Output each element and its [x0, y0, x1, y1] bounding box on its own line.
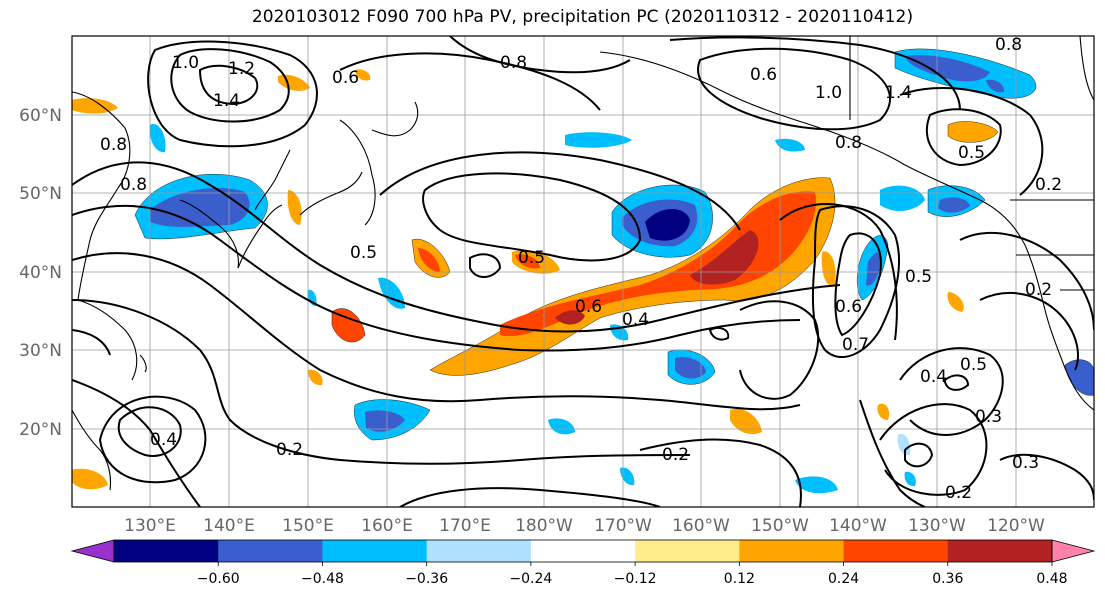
positive-anomaly-peak — [690, 230, 759, 285]
contour-label: 0.7 — [842, 335, 869, 355]
contour-label: 0.8 — [835, 133, 862, 153]
contour-label: 0.4 — [622, 310, 649, 330]
colorbar-tick-label: −0.12 — [614, 571, 657, 587]
contour-label: 0.3 — [975, 407, 1002, 427]
contour-label: 0.4 — [920, 367, 947, 387]
pv-contours — [72, 36, 1094, 507]
colorbar-segment — [843, 540, 949, 562]
colorbar-tick-label: 0.36 — [932, 571, 963, 587]
contour-label: 0.5 — [958, 143, 985, 163]
contour-labels: 1.0 1.2 1.4 0.6 0.8 0.5 0.6 0.4 0.5 0.2 … — [100, 35, 1062, 503]
colorbar: −0.60 −0.48 −0.36 −0.24 −0.12 0.12 0.24 0.36 0.4… — [70, 539, 1096, 587]
contour-label: 0.2 — [276, 440, 303, 460]
longitude-labels: 130°E 140°E 150°E 160°E 170°E 180°W 170°… — [124, 516, 1045, 536]
colorbar-segment — [114, 540, 219, 562]
contour-label: 0.2 — [1035, 175, 1062, 195]
lon-label: 160°E — [361, 516, 413, 536]
map-border — [71, 35, 1095, 508]
contour-label: 0.6 — [332, 68, 359, 88]
contour-label: 0.4 — [150, 430, 177, 450]
lat-label: 50°N — [19, 184, 62, 204]
lon-label: 150°W — [751, 516, 809, 536]
colorbar-extend-high — [1051, 539, 1096, 563]
colorbar-tick-label: 0.24 — [828, 571, 859, 587]
contour-label: 0.2 — [945, 483, 972, 503]
latitude-labels: 60°N 50°N 40°N 30°N 20°N — [19, 106, 62, 440]
lon-label: 180°W — [515, 516, 573, 536]
colorbar-segment — [635, 540, 740, 562]
contour-label: 0.8 — [500, 53, 527, 73]
colorbar-segment — [530, 540, 636, 562]
contour-label: 0.5 — [518, 248, 545, 268]
contour-label: 0.3 — [1012, 453, 1039, 473]
contour-label: 1.0 — [815, 83, 842, 103]
lat-label: 30°N — [19, 341, 62, 361]
colorbar-segment — [426, 540, 532, 562]
colorbar-segment — [947, 540, 1053, 562]
map-title: 2020103012 F090 700 hPa PV, precipitatio… — [251, 7, 914, 27]
contour-label: 1.4 — [213, 91, 240, 111]
contour-label: 1.0 — [172, 53, 199, 73]
contour-label: 0.5 — [960, 355, 987, 375]
precipitation-shading — [72, 48, 1094, 494]
contour-label: 0.8 — [995, 35, 1022, 55]
lat-label: 60°N — [19, 106, 62, 126]
colorbar-segment — [322, 540, 428, 562]
lon-label: 140°W — [829, 516, 887, 536]
colorbar-outline — [113, 539, 1053, 563]
lat-label: 20°N — [19, 420, 62, 440]
colorbar-tick-label: 0.12 — [724, 571, 755, 587]
colorbar-segment — [218, 540, 323, 562]
contour-label: 1.4 — [885, 83, 912, 103]
map-frame-bg — [72, 36, 1094, 507]
colorbar-tick-label: −0.48 — [301, 571, 344, 587]
contour-label: 1.2 — [228, 59, 255, 79]
contour-label: 0.6 — [575, 297, 602, 317]
lon-label: 150°E — [282, 516, 334, 536]
colorbar-tick-label: −0.24 — [509, 571, 552, 587]
colorbar-tick-label: −0.36 — [405, 571, 448, 587]
contour-label: 0.8 — [120, 175, 147, 195]
colorbar-tick-label: 0.48 — [1036, 571, 1067, 587]
contour-label: 0.5 — [905, 267, 932, 287]
lon-label: 140°E — [203, 516, 255, 536]
lat-label: 40°N — [19, 263, 62, 283]
colorbar-tick-label: −0.60 — [197, 571, 240, 587]
contour-label: 0.6 — [750, 65, 777, 85]
contour-label: 0.2 — [1025, 280, 1052, 300]
colorbar-extend-low — [70, 539, 115, 563]
lon-label: 120°W — [987, 516, 1045, 536]
lon-label: 130°E — [124, 516, 176, 536]
contour-label: 0.2 — [662, 445, 689, 465]
lon-label: 160°W — [672, 516, 730, 536]
positive-anomaly-core — [500, 191, 816, 337]
lon-label: 170°E — [439, 516, 491, 536]
colorbar-segment — [739, 540, 845, 562]
contour-label: 0.8 — [100, 135, 127, 155]
lon-label: 130°W — [908, 516, 966, 536]
lon-label: 170°W — [594, 516, 652, 536]
contour-label: 0.5 — [350, 243, 377, 263]
contour-label: 0.6 — [835, 297, 862, 317]
